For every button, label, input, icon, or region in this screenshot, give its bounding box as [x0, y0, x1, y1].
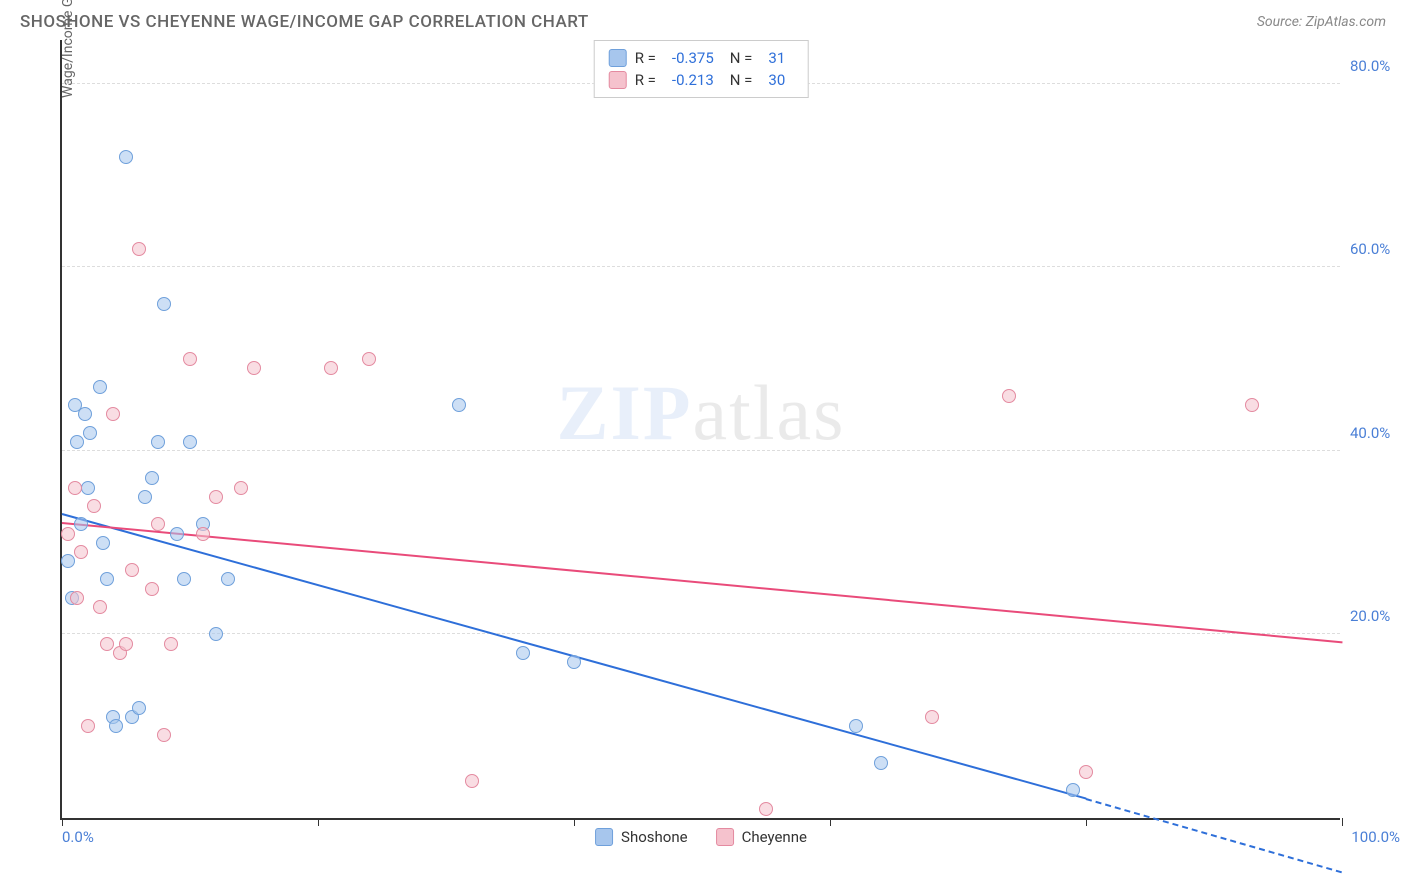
- scatter-point: [145, 582, 159, 596]
- scatter-point: [132, 242, 146, 256]
- legend-r-label: R =: [635, 49, 656, 67]
- scatter-point: [209, 490, 223, 504]
- scatter-point: [93, 600, 107, 614]
- scatter-point: [81, 719, 95, 733]
- x-tick: [318, 818, 319, 826]
- y-tick-label: 40.0%: [1350, 424, 1406, 442]
- x-tick-label-max: 100.0%: [1351, 828, 1400, 846]
- scatter-point: [183, 435, 197, 449]
- chart-source: Source: ZipAtlas.com: [1257, 14, 1386, 30]
- scatter-point: [234, 481, 248, 495]
- gridline: [62, 633, 1340, 634]
- x-tick: [830, 818, 831, 826]
- scatter-point: [87, 499, 101, 513]
- scatter-point: [465, 774, 479, 788]
- scatter-point: [61, 554, 75, 568]
- scatter-point: [567, 655, 581, 669]
- scatter-point: [96, 536, 110, 550]
- x-tick: [574, 818, 575, 826]
- legend-swatch: [609, 49, 627, 67]
- scatter-point: [61, 527, 75, 541]
- legend-swatch: [609, 71, 627, 89]
- scatter-point: [209, 627, 223, 641]
- correlation-legend: R = -0.375 N = 31 R = -0.213 N = 30: [594, 40, 809, 98]
- scatter-point: [78, 407, 92, 421]
- y-tick-label: 60.0%: [1350, 240, 1406, 258]
- scatter-point: [68, 481, 82, 495]
- scatter-point: [177, 572, 191, 586]
- gridline: [62, 450, 1340, 451]
- legend-n-value: 31: [768, 49, 785, 67]
- scatter-point: [100, 637, 114, 651]
- scatter-point: [196, 527, 210, 541]
- legend-n-label: N =: [730, 71, 753, 89]
- scatter-point: [1245, 398, 1259, 412]
- scatter-point: [138, 490, 152, 504]
- correlation-legend-row: R = -0.213 N = 30: [609, 69, 794, 91]
- scatter-point: [362, 352, 376, 366]
- scatter-point: [132, 701, 146, 715]
- trend-line: [1086, 798, 1343, 873]
- scatter-point: [74, 545, 88, 559]
- legend-swatch: [716, 828, 734, 846]
- scatter-point: [221, 572, 235, 586]
- x-tick: [62, 818, 63, 826]
- scatter-point: [874, 756, 888, 770]
- legend-swatch: [595, 828, 613, 846]
- scatter-point: [119, 150, 133, 164]
- x-tick: [1086, 818, 1087, 826]
- scatter-point: [324, 361, 338, 375]
- scatter-point: [70, 591, 84, 605]
- series-legend-label: Shoshone: [621, 828, 688, 846]
- y-tick-label: 80.0%: [1350, 57, 1406, 75]
- x-tick-label-min: 0.0%: [62, 828, 94, 846]
- scatter-point: [119, 637, 133, 651]
- y-tick-label: 20.0%: [1350, 607, 1406, 625]
- scatter-point: [70, 435, 84, 449]
- legend-n-value: 30: [768, 71, 785, 89]
- scatter-point: [157, 728, 171, 742]
- x-tick: [1342, 818, 1343, 826]
- scatter-plot: ZIPatlas 20.0%40.0%60.0%80.0%0.0%100.0%R…: [60, 40, 1340, 820]
- scatter-point: [83, 426, 97, 440]
- scatter-point: [74, 517, 88, 531]
- series-legend-label: Cheyenne: [742, 828, 807, 846]
- correlation-legend-row: R = -0.375 N = 31: [609, 47, 794, 69]
- series-legend-item: Shoshone: [595, 828, 688, 846]
- chart-header: SHOSHONE VS CHEYENNE WAGE/INCOME GAP COR…: [0, 0, 1406, 40]
- scatter-point: [93, 380, 107, 394]
- scatter-point: [157, 297, 171, 311]
- scatter-point: [151, 517, 165, 531]
- series-legend: Shoshone Cheyenne: [595, 828, 807, 846]
- scatter-point: [106, 407, 120, 421]
- scatter-point: [164, 637, 178, 651]
- scatter-point: [849, 719, 863, 733]
- legend-r-value: -0.375: [672, 49, 714, 67]
- legend-n-label: N =: [730, 49, 753, 67]
- scatter-point: [516, 646, 530, 660]
- legend-r-value: -0.213: [672, 71, 714, 89]
- scatter-point: [925, 710, 939, 724]
- chart-title: SHOSHONE VS CHEYENNE WAGE/INCOME GAP COR…: [20, 12, 589, 32]
- series-legend-item: Cheyenne: [716, 828, 807, 846]
- scatter-point: [183, 352, 197, 366]
- watermark: ZIPatlas: [557, 368, 846, 458]
- scatter-point: [109, 719, 123, 733]
- scatter-point: [759, 802, 773, 816]
- scatter-point: [247, 361, 261, 375]
- scatter-point: [1066, 783, 1080, 797]
- scatter-point: [1002, 389, 1016, 403]
- scatter-point: [170, 527, 184, 541]
- scatter-point: [125, 563, 139, 577]
- gridline: [62, 266, 1340, 267]
- scatter-point: [1079, 765, 1093, 779]
- scatter-point: [100, 572, 114, 586]
- trend-line: [62, 522, 1342, 643]
- scatter-point: [81, 481, 95, 495]
- legend-r-label: R =: [635, 71, 656, 89]
- scatter-point: [151, 435, 165, 449]
- scatter-point: [145, 471, 159, 485]
- scatter-point: [452, 398, 466, 412]
